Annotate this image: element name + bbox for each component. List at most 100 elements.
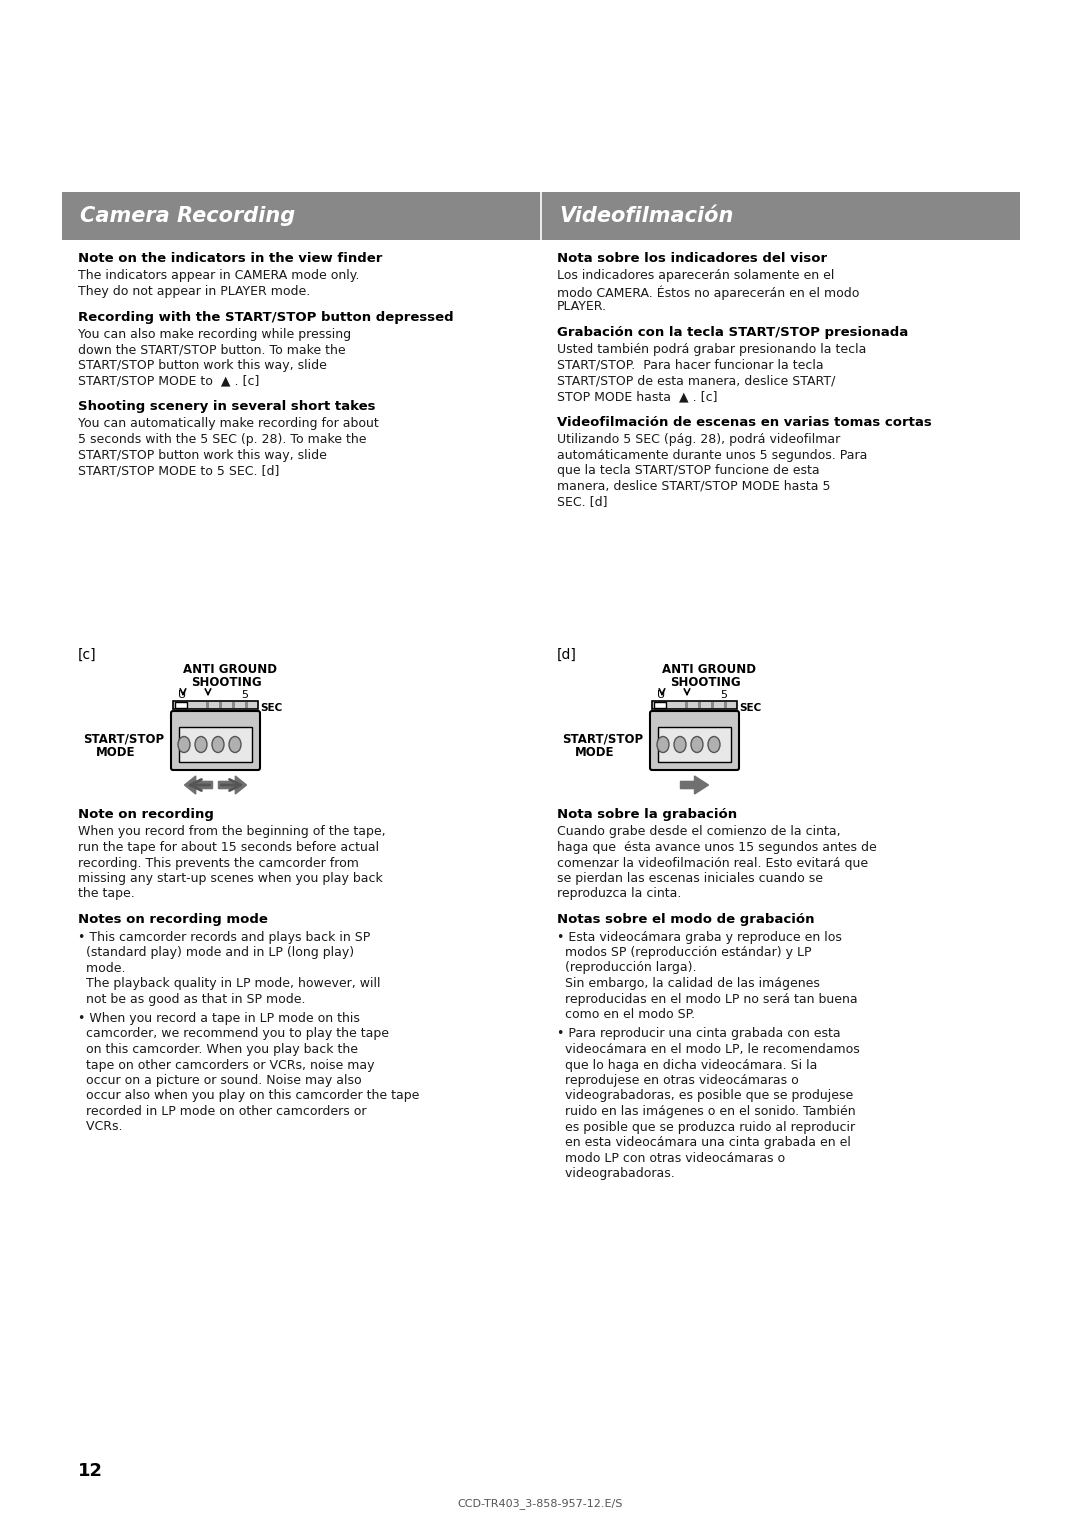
Text: [d]: [d] — [557, 648, 577, 662]
Text: videograbadoras.: videograbadoras. — [557, 1167, 675, 1180]
Text: (standard play) mode and in LP (long play): (standard play) mode and in LP (long pla… — [78, 946, 354, 960]
Text: missing any start-up scenes when you play back: missing any start-up scenes when you pla… — [78, 872, 382, 885]
Text: reprodujese en otras videocámaras o: reprodujese en otras videocámaras o — [557, 1074, 799, 1086]
Text: [c]: [c] — [78, 648, 96, 662]
Text: Camera Recording: Camera Recording — [80, 206, 295, 226]
Text: SHOOTING: SHOOTING — [670, 675, 741, 689]
Text: mode.: mode. — [78, 961, 125, 975]
Text: • This camcorder records and plays back in SP: • This camcorder records and plays back … — [78, 931, 370, 943]
Text: modos SP (reproducción estándar) y LP: modos SP (reproducción estándar) y LP — [557, 946, 811, 960]
Polygon shape — [218, 776, 246, 795]
Text: ruido en las imágenes o en el sonido. También: ruido en las imágenes o en el sonido. Ta… — [557, 1105, 855, 1118]
Text: U: U — [178, 691, 186, 700]
Text: como en el modo SP.: como en el modo SP. — [557, 1008, 696, 1021]
Text: MODE: MODE — [96, 746, 135, 759]
Text: manera, deslice START/STOP MODE hasta 5: manera, deslice START/STOP MODE hasta 5 — [557, 480, 831, 492]
Text: SEC. [d]: SEC. [d] — [557, 495, 607, 507]
Bar — [685, 701, 688, 707]
Ellipse shape — [212, 736, 224, 752]
Text: Shooting scenery in several short takes: Shooting scenery in several short takes — [78, 400, 376, 413]
Text: SEC: SEC — [260, 703, 282, 714]
Polygon shape — [185, 776, 213, 795]
Text: reproducidas en el modo LP no será tan buena: reproducidas en el modo LP no será tan b… — [557, 993, 858, 1005]
Text: occur also when you play on this camcorder the tape: occur also when you play on this camcord… — [78, 1089, 419, 1103]
Text: recording. This prevents the camcorder from: recording. This prevents the camcorder f… — [78, 857, 359, 869]
Text: SHOOTING: SHOOTING — [191, 675, 261, 689]
Text: que la tecla START/STOP funcione de esta: que la tecla START/STOP funcione de esta — [557, 465, 820, 477]
Bar — [658, 727, 731, 762]
Text: tape on other camcorders or VCRs, noise may: tape on other camcorders or VCRs, noise … — [78, 1059, 375, 1071]
Text: que lo haga en dicha videocámara. Si la: que lo haga en dicha videocámara. Si la — [557, 1059, 818, 1071]
Polygon shape — [680, 776, 708, 795]
Text: 5: 5 — [241, 691, 248, 700]
Text: modo CAMERA. Éstos no aparecerán en el modo: modo CAMERA. Éstos no aparecerán en el m… — [557, 286, 860, 299]
Ellipse shape — [229, 736, 241, 752]
Text: run the tape for about 15 seconds before actual: run the tape for about 15 seconds before… — [78, 840, 379, 854]
Text: (reproducción larga).: (reproducción larga). — [557, 961, 697, 975]
Text: Los indicadores aparecerán solamente en el: Los indicadores aparecerán solamente en … — [557, 269, 835, 283]
Text: CCD-TR403_3-858-957-12.E/S: CCD-TR403_3-858-957-12.E/S — [457, 1497, 623, 1510]
Text: Nota sobre la grabación: Nota sobre la grabación — [557, 808, 738, 821]
Text: You can also make recording while pressing: You can also make recording while pressi… — [78, 329, 351, 341]
Text: START/STOP button work this way, slide: START/STOP button work this way, slide — [78, 359, 327, 371]
Text: videocámara en el modo LP, le recomendamos: videocámara en el modo LP, le recomendam… — [557, 1044, 860, 1056]
Text: You can automatically make recording for about: You can automatically make recording for… — [78, 417, 379, 431]
Text: • When you record a tape in LP mode on this: • When you record a tape in LP mode on t… — [78, 1012, 360, 1025]
Text: ANTI GROUND: ANTI GROUND — [662, 663, 756, 675]
Bar — [175, 701, 187, 707]
Ellipse shape — [657, 736, 669, 752]
Text: START/STOP button work this way, slide: START/STOP button work this way, slide — [78, 449, 327, 461]
Text: Utilizando 5 SEC (pág. 28), podrá videofilmar: Utilizando 5 SEC (pág. 28), podrá videof… — [557, 432, 840, 446]
Text: Sin embargo, la calidad de las imágenes: Sin embargo, la calidad de las imágenes — [557, 976, 820, 990]
Bar — [179, 727, 252, 762]
Text: en esta videocámara una cinta grabada en el: en esta videocámara una cinta grabada en… — [557, 1135, 851, 1149]
Text: Note on the indicators in the view finder: Note on the indicators in the view finde… — [78, 252, 382, 264]
Text: SEC: SEC — [739, 703, 761, 714]
Text: Videofilmación de escenas en varias tomas cortas: Videofilmación de escenas en varias toma… — [557, 416, 932, 428]
Text: Usted también podrá grabar presionando la tecla: Usted también podrá grabar presionando l… — [557, 344, 866, 356]
Text: on this camcorder. When you play back the: on this camcorder. When you play back th… — [78, 1044, 357, 1056]
Text: Recording with the START/STOP button depressed: Recording with the START/STOP button dep… — [78, 310, 454, 324]
Text: They do not appear in PLAYER mode.: They do not appear in PLAYER mode. — [78, 286, 310, 298]
Text: U: U — [657, 691, 665, 700]
Bar — [652, 701, 737, 709]
Bar — [724, 701, 727, 707]
Text: PLAYER.: PLAYER. — [557, 301, 607, 313]
Text: Grabación con la tecla START/STOP presionada: Grabación con la tecla START/STOP presio… — [557, 325, 908, 339]
Text: down the START/STOP button. To make the: down the START/STOP button. To make the — [78, 344, 346, 356]
Ellipse shape — [691, 736, 703, 752]
Text: videograbadoras, es posible que se produjese: videograbadoras, es posible que se produ… — [557, 1089, 853, 1103]
Text: 5 seconds with the 5 SEC (p. 28). To make the: 5 seconds with the 5 SEC (p. 28). To mak… — [78, 432, 366, 446]
Text: occur on a picture or sound. Noise may also: occur on a picture or sound. Noise may a… — [78, 1074, 362, 1086]
Text: START/STOP: START/STOP — [83, 733, 164, 746]
Text: camcorder, we recommend you to play the tape: camcorder, we recommend you to play the … — [78, 1027, 389, 1041]
FancyBboxPatch shape — [171, 711, 260, 770]
Text: Nota sobre los indicadores del visor: Nota sobre los indicadores del visor — [557, 252, 827, 264]
Text: The playback quality in LP mode, however, will: The playback quality in LP mode, however… — [78, 976, 380, 990]
Text: VCRs.: VCRs. — [78, 1120, 122, 1134]
Text: • Esta videocámara graba y reproduce en los: • Esta videocámara graba y reproduce en … — [557, 931, 842, 943]
Text: START/STOP de esta manera, deslice START/: START/STOP de esta manera, deslice START… — [557, 374, 835, 388]
Text: MODE: MODE — [575, 746, 615, 759]
Text: the tape.: the tape. — [78, 888, 135, 900]
Text: The indicators appear in CAMERA mode only.: The indicators appear in CAMERA mode onl… — [78, 269, 360, 283]
Text: 5: 5 — [720, 691, 727, 700]
Text: not be as good as that in SP mode.: not be as good as that in SP mode. — [78, 993, 306, 1005]
Bar — [698, 701, 701, 707]
Text: START/STOP: START/STOP — [562, 733, 643, 746]
Bar — [711, 701, 714, 707]
Text: Notes on recording mode: Notes on recording mode — [78, 914, 268, 926]
Text: haga que  ésta avance unos 15 segundos antes de: haga que ésta avance unos 15 segundos an… — [557, 840, 877, 854]
Bar — [219, 701, 222, 707]
Text: automáticamente durante unos 5 segundos. Para: automáticamente durante unos 5 segundos.… — [557, 449, 867, 461]
Text: Cuando grabe desde el comienzo de la cinta,: Cuando grabe desde el comienzo de la cin… — [557, 825, 840, 839]
Bar — [173, 701, 258, 709]
Bar — [654, 701, 666, 707]
Text: comenzar la videofilmación real. Esto evitará que: comenzar la videofilmación real. Esto ev… — [557, 857, 868, 869]
Text: Note on recording: Note on recording — [78, 808, 214, 821]
FancyBboxPatch shape — [650, 711, 739, 770]
Text: STOP MODE hasta  ▲ . [c]: STOP MODE hasta ▲ . [c] — [557, 390, 717, 403]
Text: ANTI GROUND: ANTI GROUND — [183, 663, 276, 675]
Bar — [206, 701, 210, 707]
Text: Notas sobre el modo de grabación: Notas sobre el modo de grabación — [557, 914, 814, 926]
